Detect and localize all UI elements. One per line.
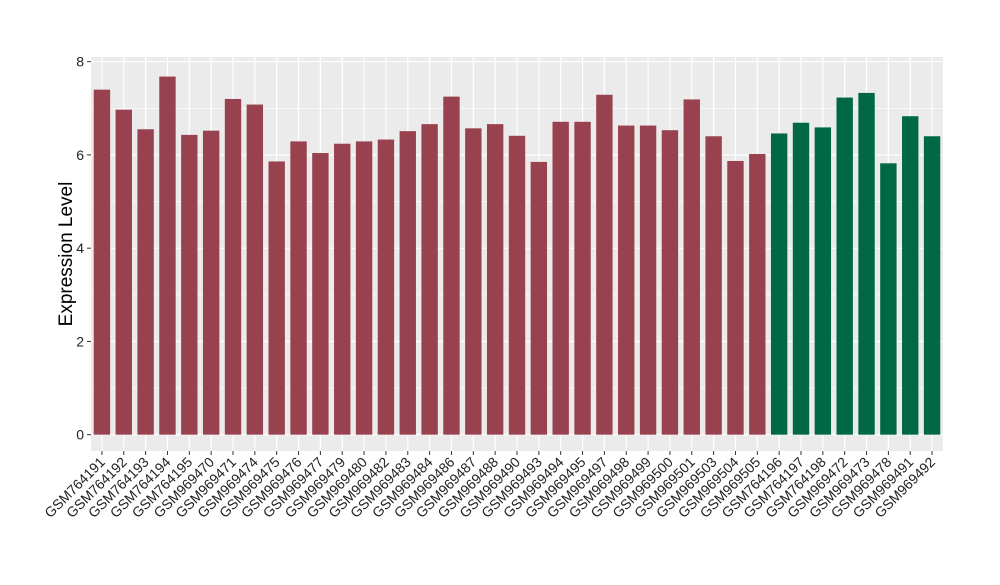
bar-gsm969486 [443, 96, 460, 435]
bar-gsm969476 [290, 141, 307, 435]
bar-gsm969504 [727, 160, 744, 435]
bar-gsm764194 [159, 76, 176, 435]
bar-gsm969490 [508, 135, 526, 435]
bar-gsm969491 [902, 116, 919, 435]
bar-gsm969492 [923, 136, 941, 435]
y-tick-label: 4 [76, 240, 84, 256]
bar-gsm969478 [880, 163, 897, 435]
bar-gsm764197 [792, 122, 810, 435]
bar-gsm969505 [749, 153, 766, 435]
bar-gsm969495 [574, 121, 591, 435]
bar-gsm969499 [639, 125, 657, 435]
bar-gsm969503 [705, 136, 722, 435]
bar-gsm969488 [486, 124, 504, 435]
bar-gsm969470 [202, 130, 220, 435]
bar-gsm969494 [552, 121, 569, 435]
y-tick-label: 8 [76, 54, 84, 70]
bar-gsm969501 [683, 99, 700, 435]
bar-gsm969500 [661, 130, 679, 435]
y-axis: 0 2 4 6 8 [76, 54, 91, 443]
bar-gsm969493 [530, 161, 548, 435]
bar-gsm764193 [137, 129, 154, 435]
y-tick-label: 6 [76, 147, 84, 163]
bar-gsm764195 [181, 134, 198, 435]
bar-gsm969487 [465, 128, 482, 435]
bar-gsm969477 [312, 153, 329, 435]
bar-gsm969483 [399, 131, 416, 435]
y-tick-label: 2 [76, 333, 84, 349]
bar-gsm764196 [770, 133, 788, 435]
y-tick-label: 0 [76, 427, 84, 443]
bar-gsm969479 [334, 143, 351, 435]
bar-gsm764191 [93, 89, 111, 435]
bar-gsm969480 [355, 141, 373, 435]
bar-gsm969471 [224, 98, 242, 435]
bar-gsm969472 [836, 97, 853, 435]
bar-gsm969482 [377, 139, 395, 435]
bar-gsm969484 [421, 124, 438, 435]
bar-gsm969475 [268, 161, 285, 435]
bar-gsm969473 [858, 92, 875, 435]
x-axis: GSM764191GSM764192GSM764193GSM764194GSM7… [41, 451, 938, 521]
bars [93, 76, 941, 435]
bar-gsm969497 [596, 94, 613, 435]
bar-gsm764192 [115, 109, 132, 435]
y-axis-label: Expression Level [56, 182, 77, 327]
bar-gsm969474 [246, 104, 264, 435]
bar-gsm764198 [814, 127, 832, 435]
bar-gsm969498 [618, 125, 635, 435]
